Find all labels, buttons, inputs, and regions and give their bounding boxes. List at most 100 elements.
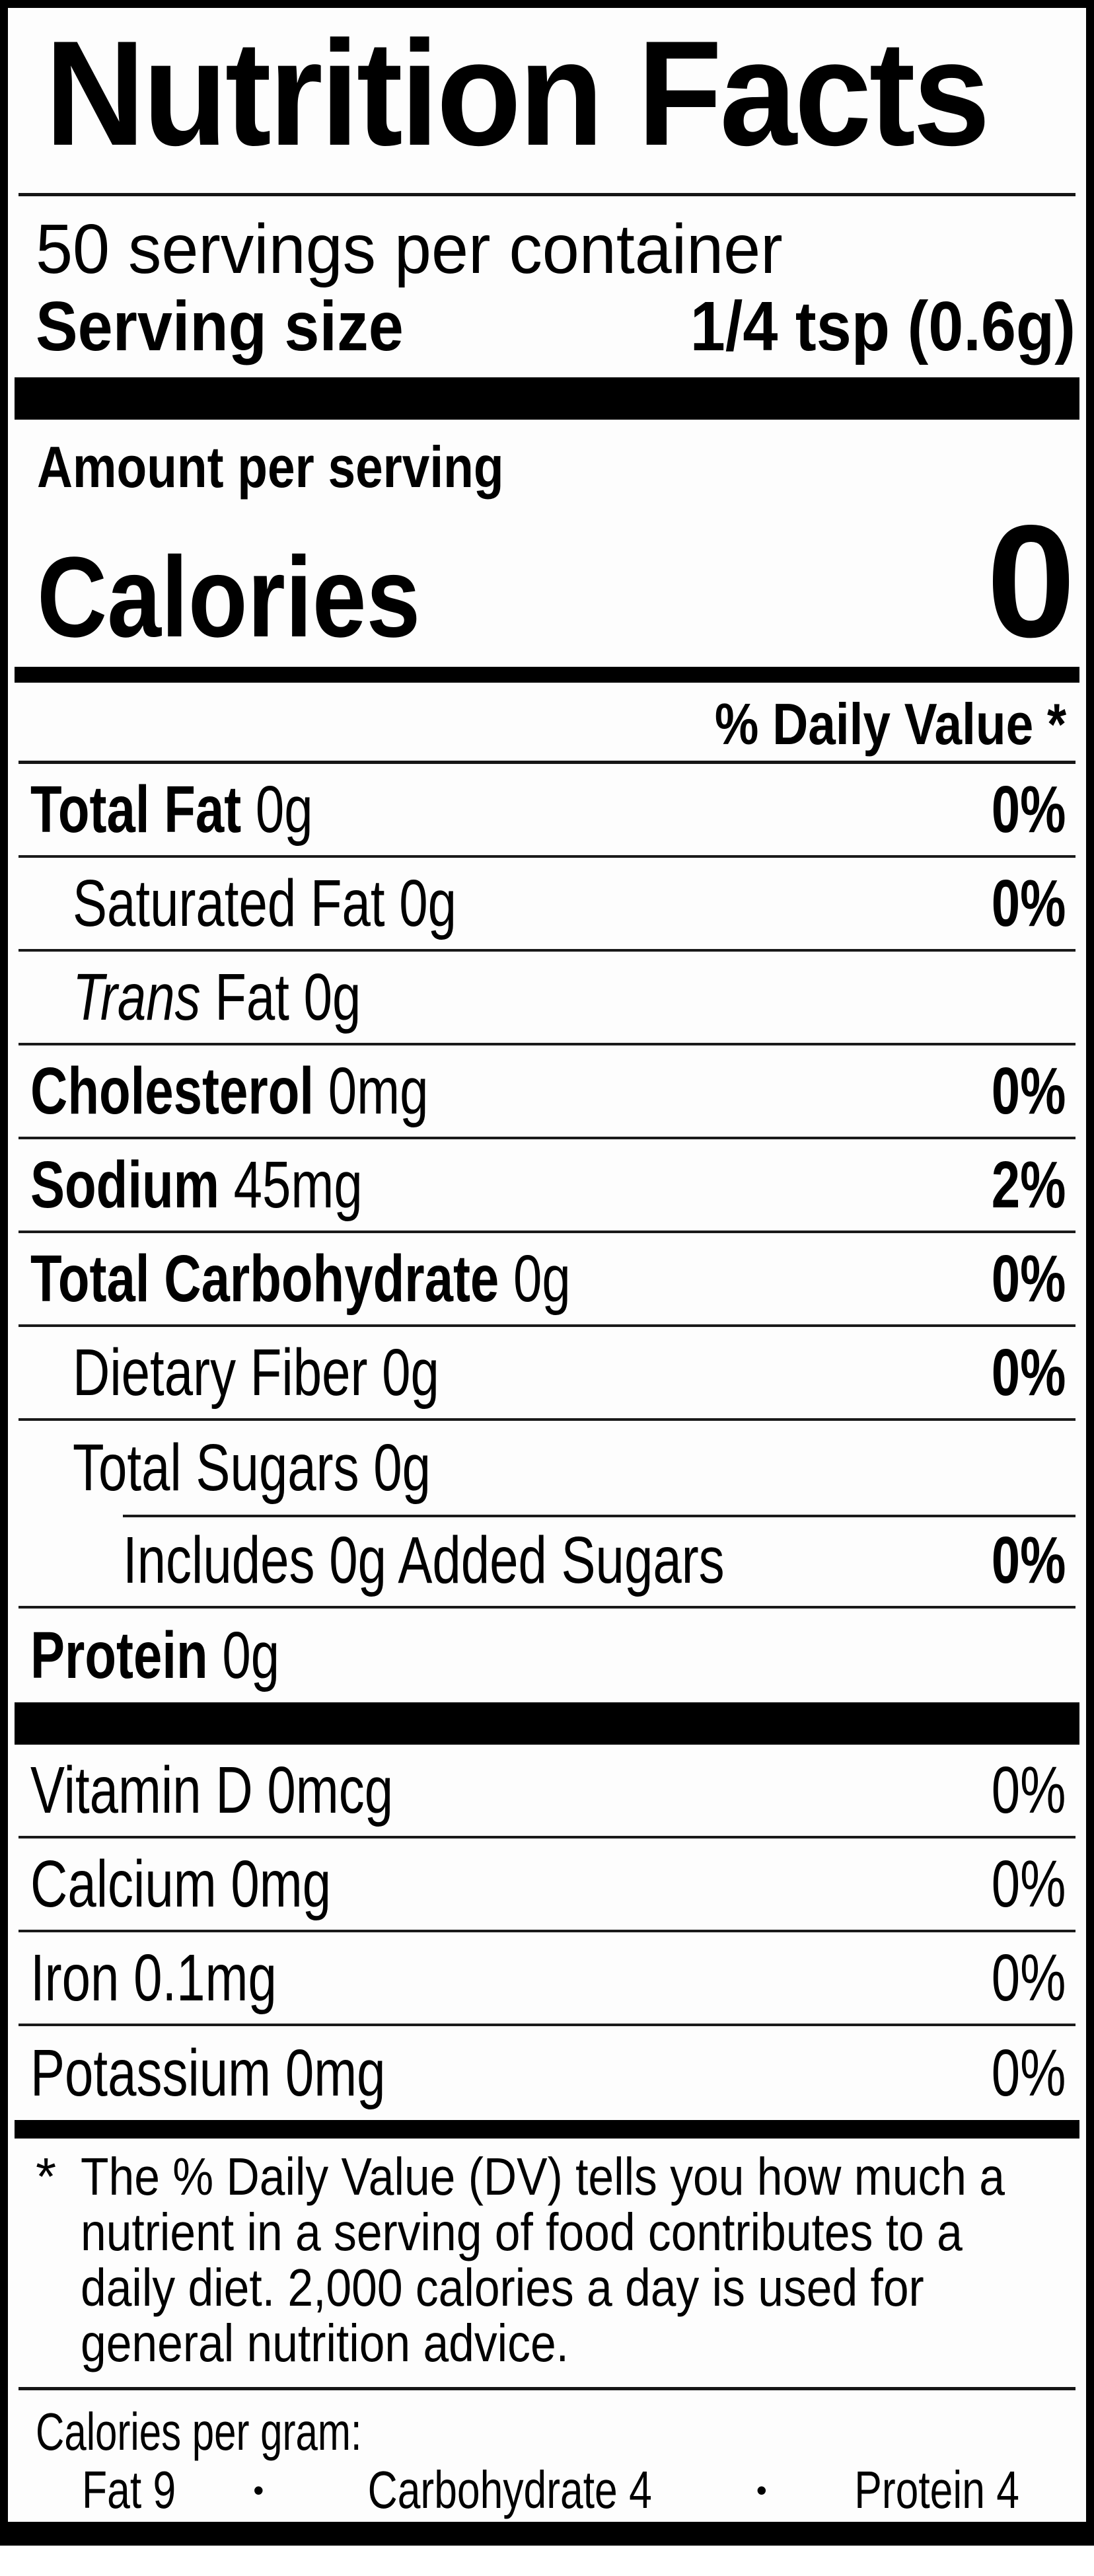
nutrient-amount: 0g <box>499 1241 571 1316</box>
nutrient-name: Total Carbohydrate <box>30 1241 499 1316</box>
nutrient-name: Includes 0g Added Sugars <box>123 1523 725 1597</box>
nutrient-row: Includes 0g Added Sugars 0% <box>18 1515 1076 1609</box>
nutrient-daily-value: 0% <box>992 1846 1066 1921</box>
calories-per-gram-item: Protein 4 <box>854 2460 1019 2519</box>
nutrient-amount: 0g <box>241 772 313 847</box>
nutrient-row-left: Cholesterol 0mg <box>30 1053 429 1129</box>
nutrient-row-left: Total Carbohydrate 0g <box>30 1241 571 1317</box>
nutrient-row: Saturated Fat 0g 0% <box>18 858 1076 952</box>
nutrient-daily-value: 0% <box>992 1335 1066 1410</box>
calories-label-text: Calories <box>37 533 421 661</box>
nutrient-daily-value: 0% <box>992 1053 1066 1128</box>
nutrient-row-left: Vitamin D 0mcg <box>30 1753 393 1829</box>
footnote: * The % Daily Value (DV) tells you how m… <box>18 2149 1076 2371</box>
calories-per-gram-item: Fat 9 <box>82 2460 176 2519</box>
nutrient-name: Iron <box>30 1940 120 2015</box>
serving-size-label: Serving size <box>36 287 404 365</box>
nutrient-row: Potassium 0mg 0% <box>18 2026 1076 2120</box>
serving-size-value: 1/4 tsp (0.6g) <box>690 287 1076 365</box>
nutrient-amount: Fat 0g <box>200 960 361 1034</box>
footnote-line: nutrient in a serving of food contribute… <box>81 2203 963 2261</box>
nutrient-row: Sodium 45mg 2% <box>18 1139 1076 1233</box>
nutrient-name: Protein <box>30 1618 208 1692</box>
nutrient-row-left: Potassium 0mg <box>30 2035 386 2111</box>
nutrient-row: Total Sugars 0g <box>18 1421 1076 1515</box>
servings-per-container-text: 50 servings per container <box>36 210 783 288</box>
bullet-separator: • <box>756 2473 767 2507</box>
daily-value-header: % Daily Value * <box>18 693 1076 755</box>
bullet-separator: • <box>253 2473 264 2507</box>
footnote-line: daily diet. 2,000 calories a day is used… <box>81 2258 924 2317</box>
nutrient-row: Total Fat 0g 0% <box>18 764 1076 858</box>
nutrient-row-left: Sodium 45mg <box>30 1147 363 1223</box>
nutrient-amount: 0.1mg <box>119 1940 277 2015</box>
nutrient-amount: 0g <box>384 866 457 940</box>
nutrient-name: Trans <box>73 960 201 1034</box>
nutrient-row-left: Dietary Fiber 0g <box>73 1335 439 1411</box>
nutrient-name: Saturated Fat <box>73 866 385 940</box>
nutrient-name: Dietary Fiber <box>73 1335 368 1410</box>
nutrient-amount: 0mg <box>216 1846 332 1921</box>
calories-divider-bar <box>15 667 1079 683</box>
nutrient-row: Protein 0g <box>18 1609 1076 1702</box>
nutrient-row: Dietary Fiber 0g 0% <box>18 1327 1076 1421</box>
nutrient-name: Total Fat <box>30 772 242 847</box>
nutrient-row-left: Saturated Fat 0g <box>73 866 456 942</box>
nutrient-name: Calcium <box>30 1846 217 1921</box>
servings-per-container: 50 servings per container <box>18 212 1076 286</box>
section-bar-protein <box>15 1702 1079 1745</box>
nutrient-row-left: Protein 0g <box>30 1618 279 1694</box>
calories-per-gram-row: Fat 9 • Carbohydrate 4 • Protein 4 <box>18 2462 1076 2519</box>
footnote-marker: * <box>36 2147 57 2206</box>
nutrient-daily-value: 0% <box>992 1523 1066 1597</box>
daily-value-divider <box>18 761 1076 764</box>
nutrient-amount: 0mg <box>271 2035 386 2110</box>
footnote-text: The % Daily Value (DV) tells you how muc… <box>81 2147 1086 2372</box>
calories-value: 0 <box>986 492 1076 671</box>
nutrient-daily-value: 0% <box>992 1753 1066 1827</box>
nutrient-amount: 0g <box>207 1618 280 1692</box>
nutrient-row: Calcium 0mg 0% <box>18 1838 1076 1932</box>
nutrient-daily-value: 0% <box>992 772 1066 847</box>
nutrient-amount: 0g <box>367 1335 439 1410</box>
nutrient-row-left: Total Fat 0g <box>30 772 313 848</box>
nutrient-row: Total Carbohydrate 0g 0% <box>18 1233 1076 1327</box>
nutrient-name: Potassium <box>30 2035 272 2110</box>
nutrient-amount: 0mg <box>314 1053 429 1128</box>
nutrient-daily-value: 0% <box>992 866 1066 940</box>
calories-per-gram-item: Carbohydrate 4 <box>367 2460 653 2519</box>
calories-per-gram-heading-text: Calories per gram: <box>36 2402 362 2461</box>
nutrient-amount: 0g <box>359 1430 431 1505</box>
vitamin-rows: Vitamin D 0mcg 0% Calcium 0mg 0% Iron 0.… <box>18 1745 1076 2120</box>
footnote-line: general nutrition advice. <box>81 2314 569 2372</box>
amount-per-serving: Amount per serving <box>18 436 1076 499</box>
nutrient-row-left: Trans Fat 0g <box>73 960 361 1036</box>
nutrient-amount: 45mg <box>219 1147 363 1222</box>
nutrient-row-left: Total Sugars 0g <box>73 1430 431 1506</box>
daily-value-header-text: % Daily Value * <box>714 691 1066 757</box>
nutrient-row: Trans Fat 0g <box>18 952 1076 1045</box>
title-divider <box>18 193 1076 196</box>
calories-per-gram-heading: Calories per gram: <box>18 2404 1076 2460</box>
nutrient-rows: Total Fat 0g 0% Saturated Fat 0g 0% Tran… <box>18 764 1076 1702</box>
nutrient-name: Sodium <box>30 1147 219 1222</box>
nutrient-row: Vitamin D 0mcg 0% <box>18 1745 1076 1838</box>
calories-label: Calories <box>37 514 488 679</box>
nutrient-row: Cholesterol 0mg 0% <box>18 1045 1076 1139</box>
nutrient-name: Cholesterol <box>30 1053 314 1128</box>
calories-per-gram-divider <box>18 2387 1076 2390</box>
nutrient-amount: 0mcg <box>252 1753 394 1827</box>
nutrient-daily-value: 0% <box>992 1241 1066 1316</box>
label-title: Nutrition Facts <box>45 9 990 176</box>
footnote-line: The % Daily Value (DV) tells you how muc… <box>81 2147 1005 2206</box>
nutrient-daily-value: 0% <box>992 1940 1066 2015</box>
nutrient-row-left: Calcium 0mg <box>30 1846 331 1922</box>
amount-per-serving-text: Amount per serving <box>37 434 504 500</box>
serving-size-row: Serving size 1/4 tsp (0.6g) <box>18 289 1076 364</box>
nutrient-row: Iron 0.1mg 0% <box>18 1932 1076 2026</box>
nutrient-name: Total Sugars <box>73 1430 359 1505</box>
section-bar-footnote <box>15 2120 1079 2139</box>
calories-row: Calories 0 <box>18 499 1076 664</box>
nutrient-row-left: Includes 0g Added Sugars <box>123 1523 725 1599</box>
